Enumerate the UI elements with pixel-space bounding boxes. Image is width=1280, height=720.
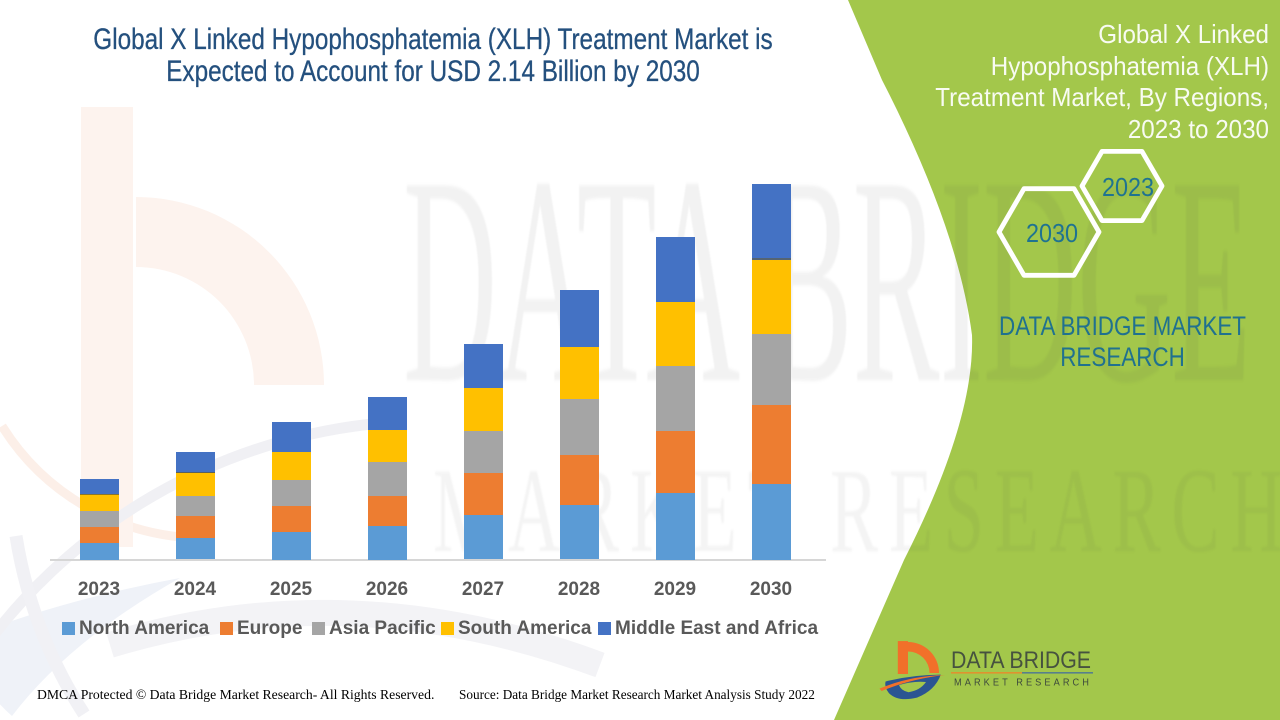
- svg-text:MARKET RESEARCH: MARKET RESEARCH: [954, 678, 1092, 689]
- svg-text:DATA BRIDGE: DATA BRIDGE: [951, 647, 1091, 674]
